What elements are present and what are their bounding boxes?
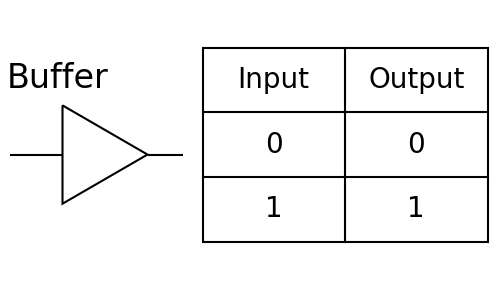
Text: Buffer: Buffer	[6, 62, 108, 95]
Bar	[202, 48, 488, 242]
Text: 1: 1	[265, 195, 282, 223]
Text: 0: 0	[265, 131, 282, 159]
Text: Output: Output	[368, 66, 464, 94]
Text: 1: 1	[408, 195, 425, 223]
Text: 0: 0	[408, 131, 425, 159]
Text: Input: Input	[238, 66, 310, 94]
